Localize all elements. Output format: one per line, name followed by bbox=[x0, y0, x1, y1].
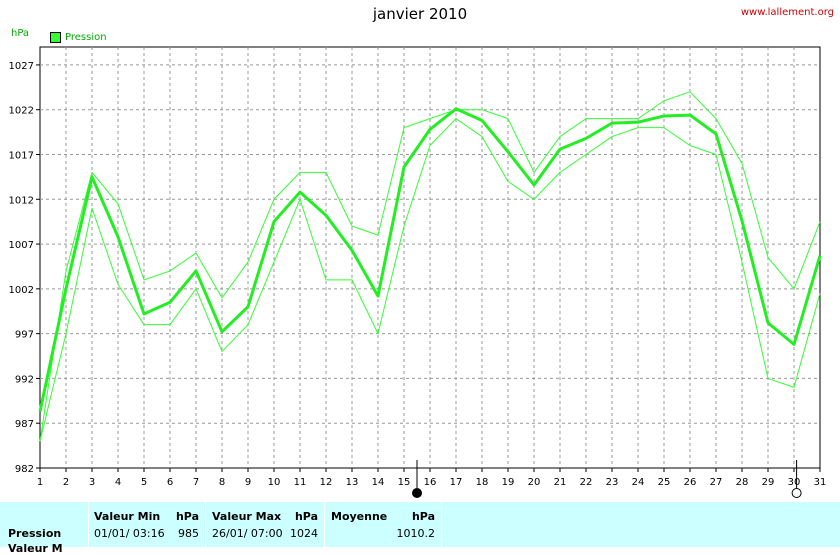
x-tick-label: 15 bbox=[398, 477, 411, 488]
x-tick-label: 31 bbox=[814, 477, 827, 488]
legend: Pression bbox=[50, 32, 107, 43]
x-tick-label: 21 bbox=[554, 477, 567, 488]
x-tick-label: 12 bbox=[320, 477, 333, 488]
max-unit: hPa bbox=[294, 510, 318, 523]
x-tick-label: 16 bbox=[424, 477, 437, 488]
x-tick-label: 4 bbox=[115, 477, 121, 488]
footer-max-cell: Valeur Max hPa 26/01/ 07:00 1024 bbox=[206, 502, 325, 547]
x-tick-label: 20 bbox=[528, 477, 541, 488]
x-tick-label: 29 bbox=[762, 477, 775, 488]
max-header: Valeur Max bbox=[212, 510, 282, 523]
footer-row-label: Pression bbox=[8, 527, 62, 540]
x-tick-label: 6 bbox=[167, 477, 173, 488]
min-unit: hPa bbox=[175, 510, 199, 523]
website-link[interactable]: www.lallement.org bbox=[740, 7, 834, 18]
y-tick-label: 1012 bbox=[9, 195, 34, 206]
new-moon-icon bbox=[412, 488, 422, 498]
x-tick-label: 23 bbox=[606, 477, 619, 488]
x-tick-label: 9 bbox=[245, 477, 251, 488]
max-date: 26/01/ 07:00 bbox=[212, 527, 283, 540]
x-tick-label: 28 bbox=[736, 477, 749, 488]
avg-header: Moyenne bbox=[331, 510, 388, 523]
min-date: 01/01/ 03:16 bbox=[94, 527, 165, 540]
footer-min-cell: Valeur Min hPa 01/01/ 03:16 985 bbox=[89, 502, 206, 547]
max-series-line bbox=[39, 91, 821, 442]
y-tick-label: 1022 bbox=[9, 106, 34, 117]
x-tick-label: 19 bbox=[502, 477, 515, 488]
pressure-chart: 1 2 3 4 5 6 7 8 9 10 11 12 13 14 15 16 17 18 19 20 21 22 23 24 2… bbox=[9, 46, 827, 498]
x-tick-label: 18 bbox=[476, 477, 489, 488]
y-tick-label: 1002 bbox=[9, 285, 34, 296]
y-tick-label: 997 bbox=[15, 330, 34, 341]
max-value: 1024 bbox=[290, 527, 318, 540]
x-tick-label: 5 bbox=[141, 477, 147, 488]
y-tick-label: 992 bbox=[15, 374, 34, 385]
x-tick-label: 3 bbox=[89, 477, 95, 488]
stats-footer: Pression Valeur M Valeur Min hPa 01/01/ … bbox=[0, 502, 840, 555]
min-value: 985 bbox=[178, 527, 199, 540]
x-tick-label: 30 bbox=[788, 477, 801, 488]
x-tick-label: 11 bbox=[294, 477, 307, 488]
x-tick-label: 27 bbox=[710, 477, 723, 488]
y-tick-label: 1027 bbox=[9, 61, 34, 72]
x-tick-label: 10 bbox=[268, 477, 281, 488]
y-axis-unit: hPa bbox=[11, 28, 30, 39]
chart-title: janvier 2010 bbox=[372, 5, 468, 23]
min-header: Valeur Min bbox=[94, 510, 161, 523]
x-tick-label: 8 bbox=[219, 477, 225, 488]
y-tick-label: 1007 bbox=[9, 240, 34, 251]
x-tick-label: 14 bbox=[372, 477, 385, 488]
pression-series-line bbox=[38, 107, 822, 412]
avg-value: 1010.2 bbox=[396, 527, 436, 540]
x-tick-label: 2 bbox=[63, 477, 69, 488]
legend-label: Pression bbox=[65, 32, 107, 43]
x-tick-label: 1 bbox=[37, 477, 43, 488]
footer-label-cell bbox=[0, 502, 89, 547]
full-moon-icon bbox=[791, 488, 802, 498]
avg-unit: hPa bbox=[411, 510, 435, 523]
footer-avg-cell: Moyenne hPa 1010.2 bbox=[325, 502, 442, 547]
min-series-line bbox=[39, 118, 821, 442]
x-tick-label: 13 bbox=[346, 477, 359, 488]
x-tick-label: 24 bbox=[632, 477, 645, 488]
x-tick-label: 25 bbox=[658, 477, 671, 488]
x-tick-label: 26 bbox=[684, 477, 697, 488]
y-tick-label: 982 bbox=[15, 464, 34, 475]
y-tick-label: 987 bbox=[15, 419, 34, 430]
legend-swatch bbox=[50, 32, 61, 43]
x-tick-label: 22 bbox=[580, 477, 593, 488]
y-tick-label: 1017 bbox=[9, 150, 34, 161]
x-tick-label: 7 bbox=[193, 477, 199, 488]
x-tick-label: 17 bbox=[450, 477, 463, 488]
